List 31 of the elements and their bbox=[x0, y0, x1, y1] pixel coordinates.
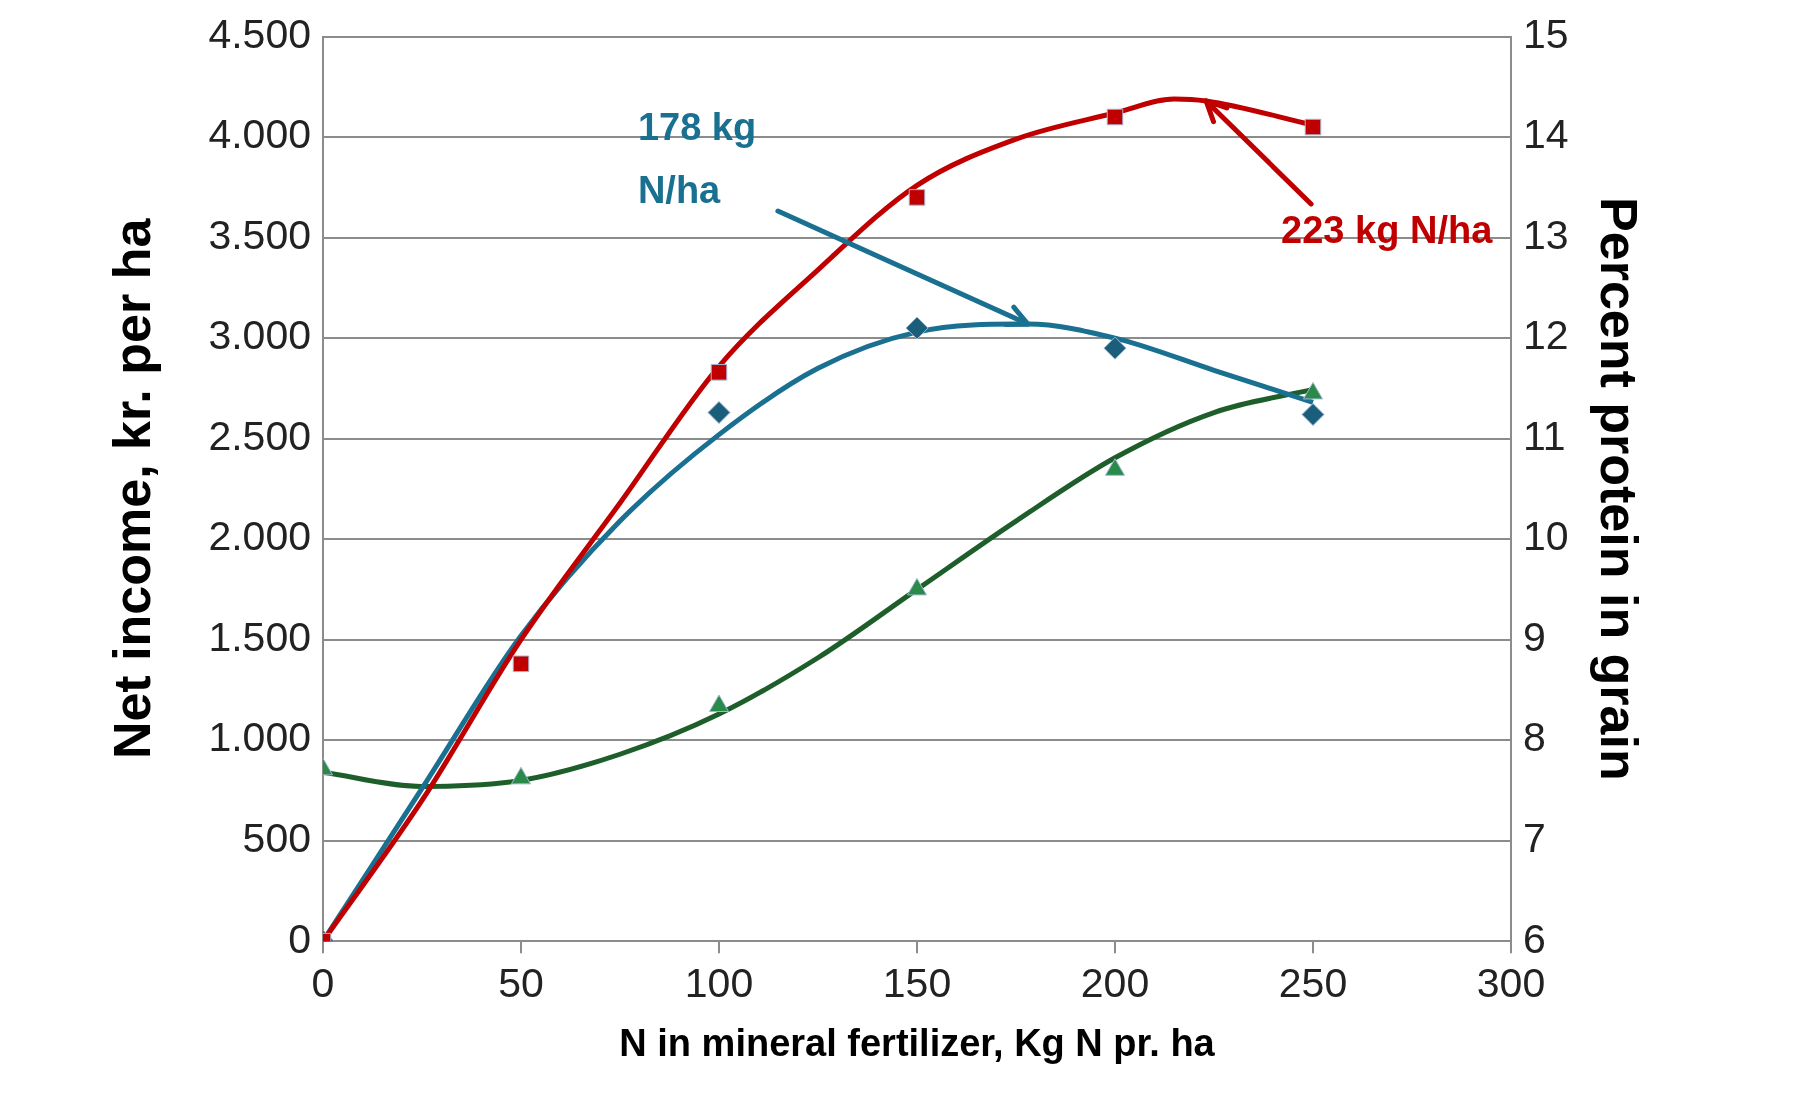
x-tick-label: 50 bbox=[498, 960, 544, 1007]
y2-tick-label: 7 bbox=[1523, 815, 1546, 861]
x-axis-title: N in mineral fertilizer, Kg N pr. ha bbox=[619, 1021, 1216, 1064]
y-tick-label: 3.500 bbox=[208, 211, 311, 258]
y-tick-label: 1.000 bbox=[208, 714, 311, 761]
y2-tick-label: 13 bbox=[1523, 211, 1569, 258]
annotation: 223 kg N/ha bbox=[1281, 209, 1494, 252]
x-tick-label: 250 bbox=[1278, 960, 1348, 1007]
x-tick-label: 150 bbox=[882, 960, 952, 1007]
y-tick-label: 2.500 bbox=[208, 412, 311, 459]
y2-tick-label: 8 bbox=[1523, 714, 1546, 761]
y2-tick-label: 10 bbox=[1523, 513, 1569, 560]
y2-axis-title: Percent protein in grain bbox=[1590, 197, 1649, 781]
y-tick-label: 1.500 bbox=[208, 613, 311, 660]
y2-tick-label: 9 bbox=[1523, 613, 1546, 660]
x-tick-label: 200 bbox=[1080, 960, 1150, 1007]
y-tick-label: 500 bbox=[242, 815, 311, 861]
y-tick-label: 3.000 bbox=[208, 312, 311, 359]
y2-tick-label: 6 bbox=[1523, 915, 1546, 962]
y-tick-label: 0 bbox=[288, 915, 311, 962]
y-tick-label: 4.500 bbox=[208, 10, 311, 57]
y2-tick-label: 11 bbox=[1523, 412, 1566, 459]
y2-tick-label: 14 bbox=[1523, 111, 1569, 158]
y-axis-title: Net income, kr. per ha bbox=[102, 217, 161, 760]
x-tick-label: 100 bbox=[684, 960, 754, 1007]
y2-tick-label: 15 bbox=[1523, 10, 1569, 57]
y-tick-label: 2.000 bbox=[208, 513, 311, 560]
annotation: 178 kg N/ha bbox=[637, 105, 757, 211]
y2-tick-label: 12 bbox=[1523, 312, 1569, 359]
x-tick-label: 300 bbox=[1476, 960, 1546, 1007]
y-tick-label: 4.000 bbox=[208, 111, 311, 158]
